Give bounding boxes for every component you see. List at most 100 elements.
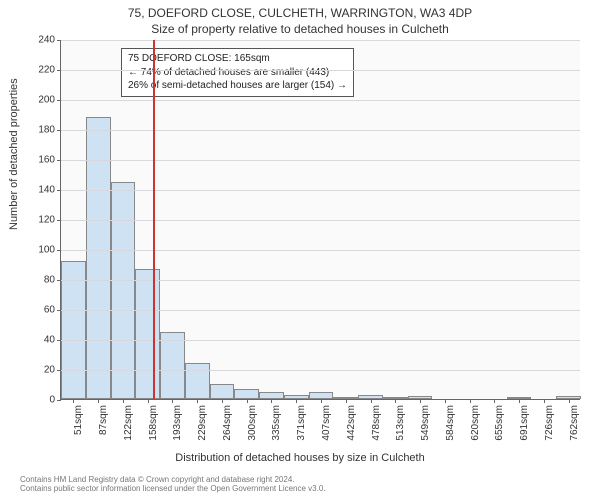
y-tick-mark bbox=[57, 310, 61, 311]
y-tick-label: 60 bbox=[44, 305, 55, 316]
y-tick-mark bbox=[57, 280, 61, 281]
y-tick-mark bbox=[57, 130, 61, 131]
x-tick-label: 229sqm bbox=[197, 405, 208, 441]
x-tick-label: 513sqm bbox=[395, 405, 406, 441]
marker-line bbox=[153, 40, 155, 399]
y-tick-mark bbox=[57, 250, 61, 251]
annotation-box: 75 DOEFORD CLOSE: 165sqm ← 74% of detach… bbox=[121, 48, 354, 97]
y-tick-label: 240 bbox=[38, 35, 55, 46]
x-tick-mark bbox=[148, 399, 149, 403]
x-tick-label: 300sqm bbox=[247, 405, 258, 441]
chart-title-line2: Size of property relative to detached ho… bbox=[0, 22, 600, 36]
y-tick-mark bbox=[57, 70, 61, 71]
gridline-h bbox=[61, 130, 580, 131]
x-tick-label: 371sqm bbox=[296, 405, 307, 441]
x-tick-label: 478sqm bbox=[371, 405, 382, 441]
bar bbox=[234, 389, 259, 400]
x-tick-label: 655sqm bbox=[494, 405, 505, 441]
x-tick-mark bbox=[420, 399, 421, 403]
y-tick-mark bbox=[57, 220, 61, 221]
footer-line1: Contains HM Land Registry data © Crown c… bbox=[20, 475, 326, 485]
chart-container: 75, DOEFORD CLOSE, CULCHETH, WARRINGTON,… bbox=[0, 0, 600, 500]
y-tick-mark bbox=[57, 340, 61, 341]
x-tick-mark bbox=[494, 399, 495, 403]
x-tick-label: 726sqm bbox=[544, 405, 555, 441]
gridline-h bbox=[61, 250, 580, 251]
x-tick-mark bbox=[197, 399, 198, 403]
x-tick-label: 193sqm bbox=[172, 405, 183, 441]
y-tick-label: 200 bbox=[38, 95, 55, 106]
bar bbox=[135, 269, 160, 400]
x-tick-label: 762sqm bbox=[569, 405, 580, 441]
x-tick-label: 442sqm bbox=[346, 405, 357, 441]
y-tick-mark bbox=[57, 100, 61, 101]
x-tick-mark bbox=[172, 399, 173, 403]
annotation-line3: 26% of semi-detached houses are larger (… bbox=[128, 79, 347, 93]
x-tick-label: 87sqm bbox=[98, 405, 109, 435]
x-tick-mark bbox=[569, 399, 570, 403]
x-tick-mark bbox=[296, 399, 297, 403]
y-tick-label: 140 bbox=[38, 185, 55, 196]
gridline-h bbox=[61, 340, 580, 341]
gridline-h bbox=[61, 40, 580, 41]
footer-line2: Contains public sector information licen… bbox=[20, 484, 326, 494]
y-tick-label: 100 bbox=[38, 245, 55, 256]
x-tick-mark bbox=[544, 399, 545, 403]
x-tick-mark bbox=[371, 399, 372, 403]
x-tick-mark bbox=[247, 399, 248, 403]
y-tick-label: 220 bbox=[38, 65, 55, 76]
plot-area: 51sqm87sqm122sqm158sqm193sqm229sqm264sqm… bbox=[60, 40, 580, 400]
chart-title-line1: 75, DOEFORD CLOSE, CULCHETH, WARRINGTON,… bbox=[0, 6, 600, 20]
x-tick-mark bbox=[222, 399, 223, 403]
x-tick-mark bbox=[98, 399, 99, 403]
x-tick-mark bbox=[123, 399, 124, 403]
x-tick-label: 51sqm bbox=[73, 405, 84, 435]
y-tick-mark bbox=[57, 40, 61, 41]
x-tick-mark bbox=[346, 399, 347, 403]
x-tick-label: 584sqm bbox=[445, 405, 456, 441]
annotation-line2: ← 74% of detached houses are smaller (44… bbox=[128, 66, 347, 80]
x-tick-mark bbox=[470, 399, 471, 403]
footer-text: Contains HM Land Registry data © Crown c… bbox=[20, 475, 326, 494]
bar bbox=[210, 384, 235, 399]
gridline-h bbox=[61, 280, 580, 281]
x-tick-label: 549sqm bbox=[420, 405, 431, 441]
y-tick-label: 120 bbox=[38, 215, 55, 226]
gridline-h bbox=[61, 220, 580, 221]
bar bbox=[185, 363, 210, 399]
y-tick-mark bbox=[57, 190, 61, 191]
bar bbox=[309, 392, 334, 400]
x-tick-mark bbox=[271, 399, 272, 403]
x-tick-label: 407sqm bbox=[321, 405, 332, 441]
x-axis-label: Distribution of detached houses by size … bbox=[0, 452, 600, 464]
x-tick-mark bbox=[321, 399, 322, 403]
x-tick-label: 691sqm bbox=[519, 405, 530, 441]
gridline-h bbox=[61, 370, 580, 371]
gridline-h bbox=[61, 100, 580, 101]
gridline-h bbox=[61, 190, 580, 191]
y-tick-label: 40 bbox=[44, 335, 55, 346]
bar bbox=[61, 261, 86, 399]
x-tick-label: 264sqm bbox=[222, 405, 233, 441]
annotation-line1: 75 DOEFORD CLOSE: 165sqm bbox=[128, 52, 347, 66]
x-tick-mark bbox=[73, 399, 74, 403]
x-tick-label: 158sqm bbox=[148, 405, 159, 441]
x-tick-label: 122sqm bbox=[123, 405, 134, 441]
x-tick-mark bbox=[445, 399, 446, 403]
gridline-h bbox=[61, 160, 580, 161]
y-tick-mark bbox=[57, 160, 61, 161]
y-tick-label: 20 bbox=[44, 365, 55, 376]
x-tick-label: 620sqm bbox=[470, 405, 481, 441]
y-tick-label: 160 bbox=[38, 155, 55, 166]
gridline-h bbox=[61, 70, 580, 71]
y-axis-label: Number of detached properties bbox=[8, 78, 20, 230]
y-tick-mark bbox=[57, 400, 61, 401]
x-tick-label: 335sqm bbox=[271, 405, 282, 441]
bar bbox=[160, 332, 185, 400]
bar bbox=[259, 392, 284, 400]
gridline-h bbox=[61, 310, 580, 311]
y-tick-label: 80 bbox=[44, 275, 55, 286]
y-tick-label: 0 bbox=[49, 395, 55, 406]
x-tick-mark bbox=[519, 399, 520, 403]
y-tick-label: 180 bbox=[38, 125, 55, 136]
